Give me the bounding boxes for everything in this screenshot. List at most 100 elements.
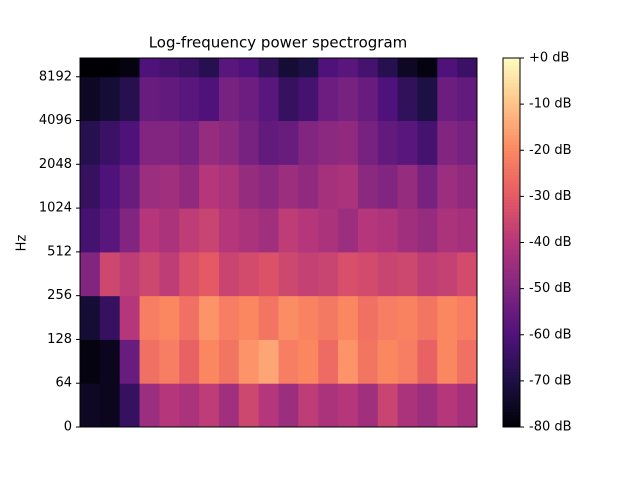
heatmap-cell	[278, 251, 299, 297]
heatmap-cell	[199, 339, 220, 384]
heatmap-cell	[357, 339, 379, 384]
heatmap-cell	[139, 208, 160, 253]
heatmap-cell	[397, 76, 418, 122]
heatmap-cell	[318, 295, 339, 340]
heatmap-cell	[338, 251, 359, 297]
colorbar-segment	[503, 325, 520, 330]
colorbar-segment	[503, 134, 520, 139]
heatmap-cell	[99, 120, 121, 165]
y-tick-label: 2048	[39, 157, 72, 172]
heatmap-cell	[318, 339, 339, 384]
heatmap-cell	[258, 295, 279, 340]
heatmap-cell	[99, 383, 121, 428]
heatmap-cell	[119, 120, 141, 165]
colorbar-segment	[503, 365, 520, 370]
colorbar-segment	[503, 73, 520, 77]
colorbar-tick-label: -30 dB	[529, 189, 572, 204]
heatmap-cell	[119, 76, 141, 122]
heatmap-cell	[457, 339, 478, 384]
heatmap-cell	[238, 58, 260, 78]
colorbar-segment	[503, 97, 520, 102]
heatmap-cell	[139, 164, 160, 209]
colorbar-segment	[503, 402, 520, 406]
heatmap-cell	[80, 208, 101, 253]
heatmap-cell	[437, 164, 458, 209]
colorbar-segment	[503, 79, 520, 84]
heatmap-cell	[218, 295, 240, 340]
heatmap-cell	[99, 58, 121, 78]
heatmap-cell	[119, 251, 141, 297]
colorbar-segment	[503, 285, 520, 290]
heatmap-cell	[199, 58, 220, 78]
colorbar-segment	[503, 113, 520, 117]
heatmap-cell	[357, 164, 379, 209]
y-axis-label: Hz	[15, 235, 30, 252]
colorbar-segment	[503, 368, 520, 373]
heatmap-cell	[218, 76, 240, 122]
heatmap-cell	[80, 295, 101, 340]
heatmap-cell	[417, 76, 438, 122]
colorbar-segment	[503, 214, 520, 219]
heatmap-cell	[417, 383, 438, 428]
colorbar-segment	[503, 208, 520, 213]
colorbar-segment	[503, 294, 520, 299]
heatmap-cell	[80, 383, 101, 428]
heatmap-cell	[357, 383, 379, 428]
colorbar-segment	[503, 411, 520, 416]
heatmap-cell	[377, 295, 399, 340]
heatmap-cell	[397, 295, 418, 340]
colorbar-segment	[503, 273, 520, 277]
heatmap-cell	[99, 76, 121, 122]
heatmap-cell	[377, 251, 399, 297]
colorbar-segment	[503, 417, 520, 422]
heatmap-cell	[119, 383, 141, 428]
heatmap-cell	[357, 58, 379, 78]
colorbar-segment	[503, 230, 520, 234]
heatmap-cell	[318, 120, 339, 165]
heatmap-cell	[99, 208, 121, 253]
heatmap-cell	[357, 295, 379, 340]
colorbar-segment	[503, 168, 520, 173]
heatmap-cell	[179, 251, 200, 297]
colorbar-segment	[503, 159, 520, 164]
heatmap-cell	[238, 339, 260, 384]
heatmap-cell	[397, 208, 418, 253]
colorbar-segment	[503, 399, 520, 403]
colorbar-segment	[503, 242, 520, 247]
colorbar-segment	[503, 257, 520, 262]
colorbar-segment	[503, 387, 520, 391]
colorbar-segment	[503, 224, 520, 228]
heatmap-cell	[258, 76, 279, 122]
heatmap-cell	[238, 383, 260, 428]
heatmap-cell	[199, 76, 220, 122]
heatmap-cell	[318, 76, 339, 122]
heatmap-cell	[218, 251, 240, 297]
heatmap-cell	[298, 76, 319, 122]
heatmap-cell	[139, 251, 160, 297]
heatmap-cell	[357, 120, 379, 165]
heatmap-cell	[119, 295, 141, 340]
colorbar-tick-label: -20 dB	[529, 143, 572, 158]
heatmap-cell	[397, 58, 418, 78]
colorbar-segment	[503, 177, 520, 182]
heatmap-cell	[278, 120, 299, 165]
heatmap-cell	[238, 120, 260, 165]
colorbar-segment	[503, 310, 520, 314]
y-tick-label: 64	[55, 376, 72, 391]
colorbar-tick-label: -40 dB	[529, 235, 572, 250]
colorbar-segment	[503, 276, 520, 280]
heatmap-cell	[417, 120, 438, 165]
heatmap-cell	[457, 208, 478, 253]
colorbar-segment	[503, 340, 520, 345]
colorbar-tick-label: -80 dB	[529, 420, 572, 435]
heatmap-cell	[397, 164, 418, 209]
heatmap-cell	[298, 208, 319, 253]
colorbar-segment	[503, 337, 520, 342]
colorbar-segment	[503, 396, 520, 400]
heatmap-cell	[417, 208, 438, 253]
colorbar-segment	[503, 316, 520, 320]
heatmap-cell	[139, 76, 160, 122]
heatmap-cell	[338, 164, 359, 209]
heatmap-cell	[278, 164, 299, 209]
heatmap-cell	[119, 339, 141, 384]
